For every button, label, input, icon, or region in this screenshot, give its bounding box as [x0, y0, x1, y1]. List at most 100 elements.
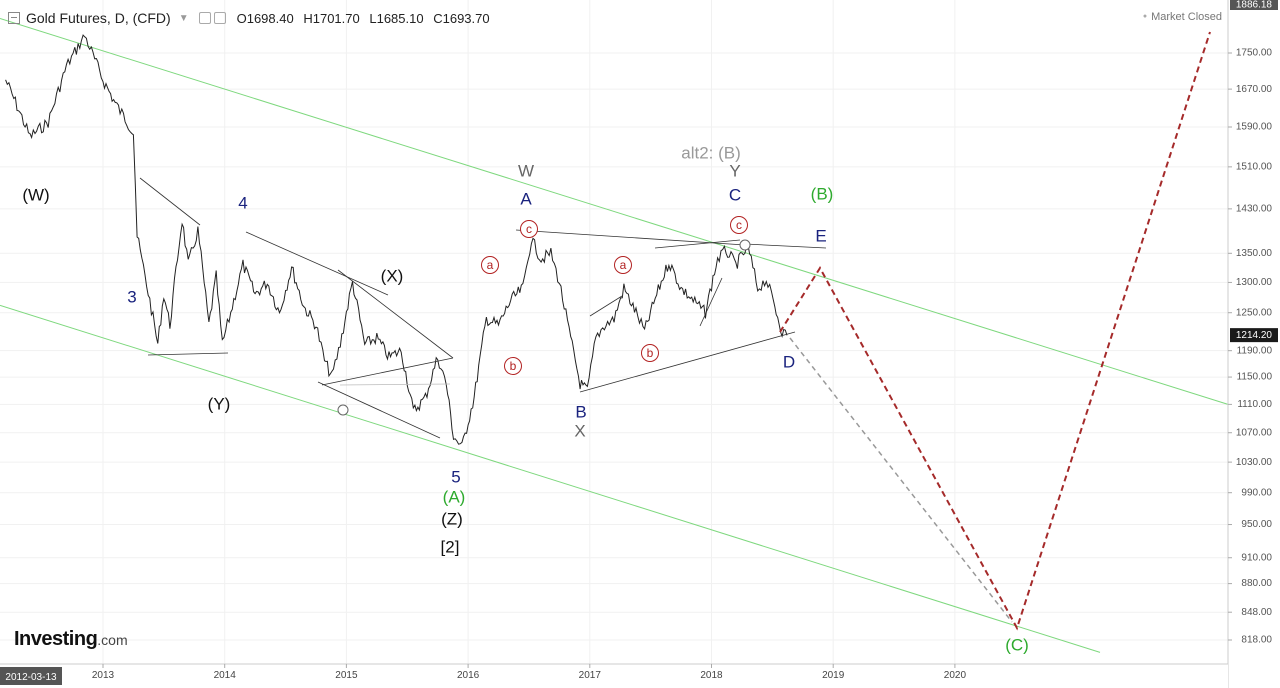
wave-label: alt2: (B) — [681, 143, 741, 162]
x-tick-label: 2016 — [457, 670, 480, 681]
x-axis: 2013 2014 2015 2016 2017 2018 2019 2020 2012-03-… — [0, 663, 1228, 688]
wave-label: 5 — [451, 467, 460, 486]
trend-line — [139, 177, 201, 226]
circle-label: a — [481, 256, 499, 274]
x-tick-label: 2020 — [944, 670, 967, 681]
x-tick-label: 2015 — [335, 670, 358, 681]
y-tick-label: 1250.00 — [1236, 307, 1273, 318]
trend-line — [579, 331, 796, 393]
chevron-down-icon[interactable]: ▼ — [178, 12, 189, 24]
trend-channel — [0, 18, 1229, 653]
circle-labels: c a b a b c — [481, 216, 748, 375]
y-tick-label: 1430.00 — [1236, 204, 1273, 215]
price-line — [5, 34, 788, 445]
circle-label-ring — [481, 256, 499, 274]
wave-label: 4 — [238, 193, 247, 212]
anchor-point — [337, 404, 349, 416]
y-tick-label: 818.00 — [1241, 635, 1272, 646]
channel-lower-line — [0, 304, 1101, 653]
low-value: L1685.10 — [369, 10, 424, 26]
chart-grid — [0, 0, 1228, 664]
circle-label-ring — [641, 344, 659, 362]
y-tick-label: 848.00 — [1241, 607, 1272, 618]
anchor-point — [739, 239, 751, 251]
trend-line-grey — [339, 383, 451, 386]
y-tick-label: 1750.00 — [1236, 48, 1273, 59]
price-path — [5, 34, 788, 445]
x-tick-label: 2019 — [822, 670, 845, 681]
y-tick-label: 1070.00 — [1236, 427, 1273, 438]
circle-label-text: c — [526, 222, 532, 236]
symbol-title[interactable]: Gold Futures, D, (CFD) — [26, 10, 171, 26]
y-tick-label: 1150.00 — [1237, 372, 1273, 383]
circle-label-ring — [520, 220, 538, 238]
wave-label: W — [518, 161, 534, 180]
wave-label: C — [729, 185, 741, 204]
wave-label: E — [815, 226, 826, 245]
circle-label: c — [730, 216, 748, 234]
x-start-badge — [0, 667, 62, 685]
circle-label-text: c — [736, 218, 742, 232]
y-tick-label: 950.00 — [1241, 519, 1272, 530]
wave-label: (C) — [1005, 635, 1029, 654]
settings-icon[interactable] — [198, 12, 211, 24]
logo-domain: .com — [97, 632, 128, 648]
wave-label: [2] — [441, 537, 460, 556]
y-tick-label: 1030.00 — [1236, 457, 1273, 468]
circle-label-text: b — [510, 359, 517, 373]
x-start-label: 2012-03-13 — [5, 672, 57, 683]
market-status: Market Closed — [1143, 11, 1222, 23]
wave-label: (Z) — [441, 509, 463, 528]
wave-label: (X) — [381, 266, 404, 285]
circle-label-text: a — [620, 258, 627, 272]
trend-line — [321, 357, 454, 386]
wave-label: A — [520, 189, 532, 208]
channel-upper-line — [0, 18, 1229, 405]
wave-label: 3 — [127, 287, 136, 306]
x-tick-label: 2013 — [92, 670, 115, 681]
trend-lines — [139, 177, 827, 439]
trend-line — [147, 352, 229, 356]
close-icon[interactable] — [213, 12, 226, 24]
y-tick-label: 910.00 — [1241, 552, 1272, 563]
y-tick-label: 1110.00 — [1237, 399, 1272, 410]
wave-label: X — [574, 421, 585, 440]
wave-label: D — [783, 352, 795, 371]
circle-label: b — [504, 357, 522, 375]
y-top-label: 1886.18 — [1236, 0, 1273, 11]
trend-line — [245, 231, 389, 296]
wave-label: B — [575, 402, 586, 421]
trend-line — [589, 295, 623, 317]
y-tick-label: 880.00 — [1241, 578, 1272, 589]
collapse-icon[interactable] — [8, 12, 20, 24]
trend-line — [699, 277, 723, 327]
trend-line — [317, 381, 441, 439]
y-axis-bg — [1228, 0, 1280, 688]
y-tick-label: 1590.00 — [1236, 122, 1273, 133]
circle-label: a — [614, 256, 632, 274]
chart-header: Gold Futures, D, (CFD) ▼ O1698.40 H1701.… — [0, 0, 1230, 36]
logo-bold: Investing — [14, 628, 98, 650]
y-tick-label: 1510.00 — [1236, 161, 1273, 172]
alt-projection-path — [789, 337, 1013, 623]
y-tick-label: 1190.00 — [1237, 345, 1273, 356]
circle-label-text: a — [487, 258, 494, 272]
wave-label: (A) — [443, 487, 466, 506]
wave-label: (Y) — [208, 394, 231, 413]
circle-label-ring — [504, 357, 522, 375]
y-tick-label: 1350.00 — [1236, 248, 1273, 259]
trend-line — [515, 229, 746, 246]
circle-label-ring — [614, 256, 632, 274]
x-tick-label: 2018 — [700, 670, 723, 681]
wave-label: (W) — [22, 185, 49, 204]
y-tick-label: 990.00 — [1241, 487, 1272, 498]
trend-line — [654, 239, 741, 249]
projection-path — [779, 31, 1211, 631]
y-tick-label: 1670.00 — [1236, 84, 1273, 95]
close-value: C1693.70 — [433, 10, 490, 26]
trend-line — [337, 269, 454, 359]
circle-label: c — [520, 220, 538, 238]
last-price-badge — [1230, 328, 1278, 343]
